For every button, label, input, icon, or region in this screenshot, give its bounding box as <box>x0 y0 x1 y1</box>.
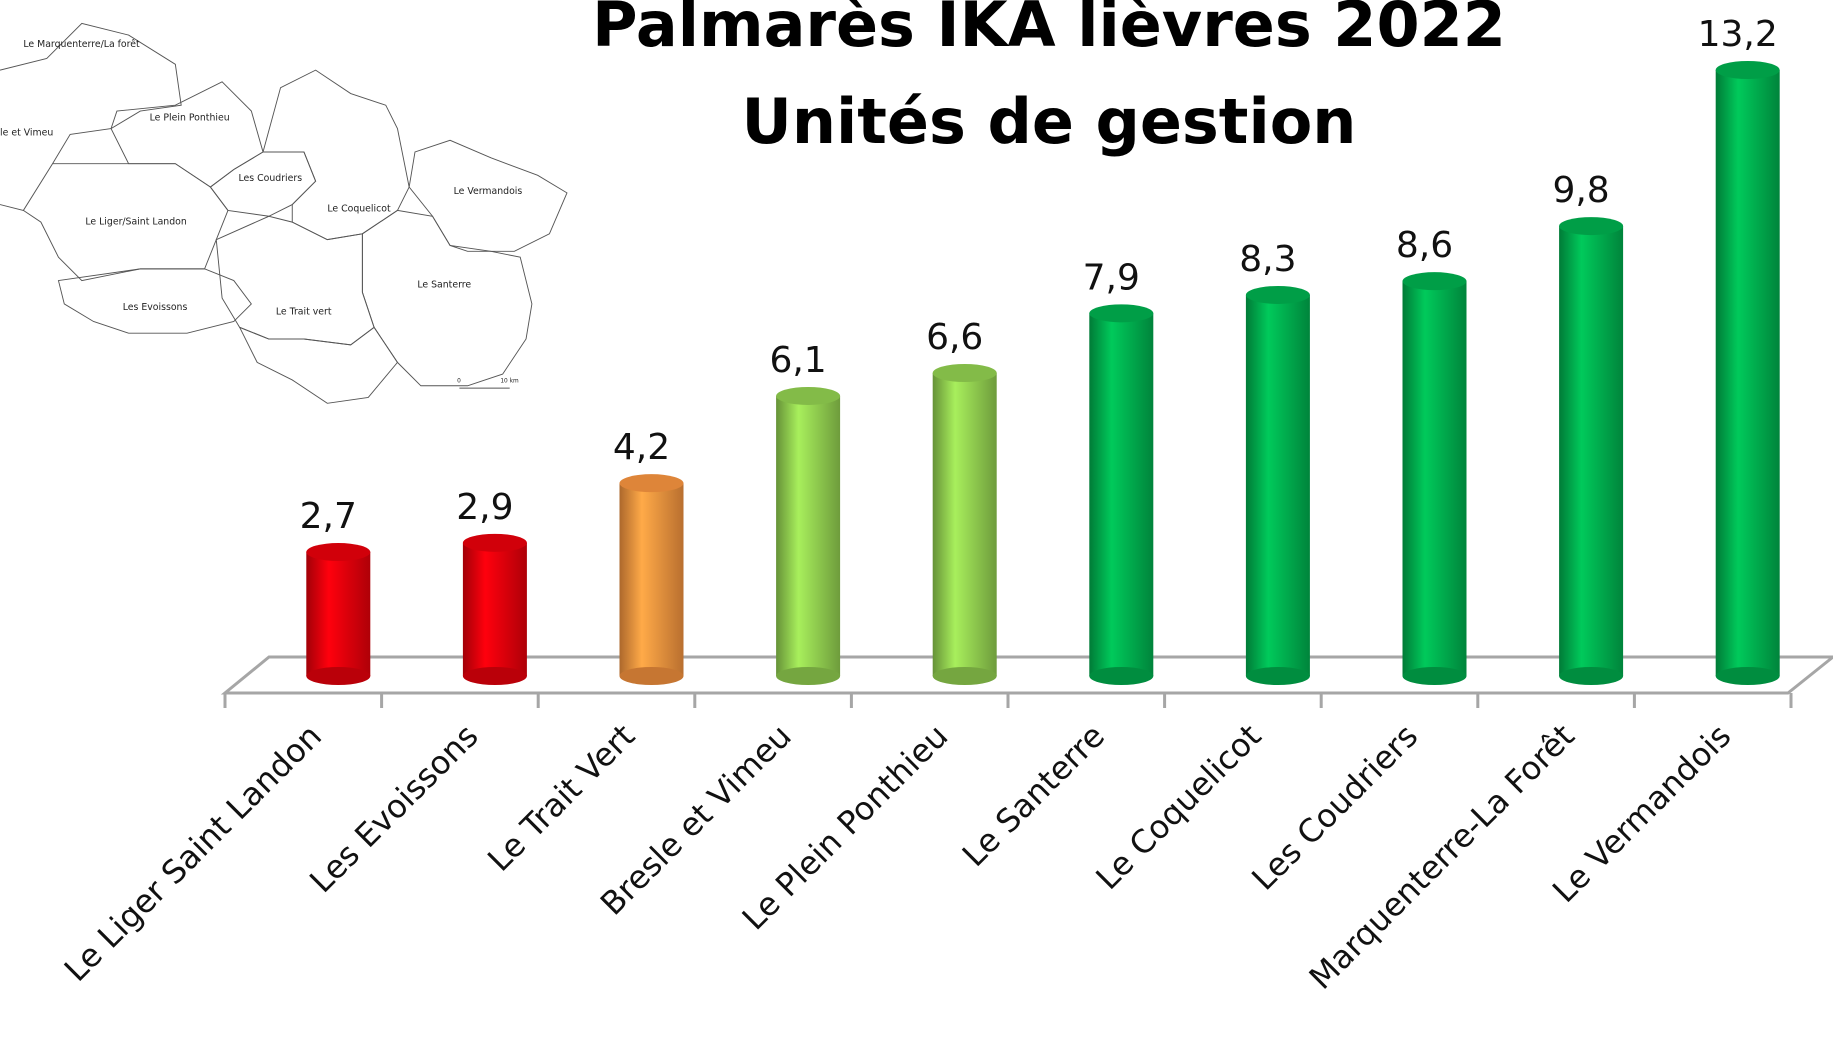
x-tick-label: Les Evoissons <box>302 717 485 900</box>
bar-cap <box>1559 217 1624 236</box>
x-tick-label: Le Liger Saint Landon <box>57 717 329 989</box>
bar-base <box>1715 667 1780 685</box>
bar <box>306 552 371 676</box>
bar <box>776 395 841 676</box>
bar-cap <box>1402 272 1467 291</box>
map-label: Le Plein Ponthieu <box>150 112 230 123</box>
bar-cap <box>1245 285 1310 304</box>
bar-base <box>462 667 527 685</box>
chart-title: Palmarès IKA lièvres 2022 <box>592 0 1506 61</box>
map-label: Le Marquenterre/La forêt <box>23 39 140 50</box>
value-label: 2,9 <box>456 487 513 528</box>
bar <box>1089 313 1154 676</box>
value-label: 8,6 <box>1396 225 1453 266</box>
value-label: 4,2 <box>613 427 670 468</box>
x-tick-label: Le Trait Vert <box>480 717 642 879</box>
bar <box>932 373 997 676</box>
x-tick-label: Le Santerre <box>955 717 1112 874</box>
bar-base <box>1559 667 1624 685</box>
bar-cap <box>1715 61 1780 79</box>
bar-cap <box>462 533 527 552</box>
value-label: 9,8 <box>1552 170 1609 211</box>
value-label: 6,1 <box>769 340 826 381</box>
bar-cap <box>306 543 371 562</box>
bar-base <box>1402 667 1467 685</box>
bar-cap <box>932 364 997 382</box>
x-tick-label: Marquenterre-La Forêt <box>1302 717 1582 997</box>
bar-base <box>619 667 684 685</box>
bar-base <box>1089 667 1154 685</box>
map-label: Le Coquelicot <box>327 204 391 215</box>
map-outline <box>0 22 568 404</box>
map-label: Le Santerre <box>417 280 471 291</box>
bar-base <box>776 667 841 685</box>
bar <box>1402 281 1467 676</box>
map-label: Le Vermandois <box>454 186 523 197</box>
value-label: 7,9 <box>1083 257 1140 298</box>
bar <box>619 483 684 676</box>
inset-map: Le Marquenterre/La forêt Le Plein Ponthi… <box>0 22 568 404</box>
chart-title: Unités de gestion <box>742 85 1357 158</box>
value-label: 8,3 <box>1239 239 1296 280</box>
map-label: Le Trait vert <box>276 306 332 317</box>
map-scale-label: 0 <box>457 378 461 384</box>
bar <box>462 542 527 676</box>
x-tick-label: Les Coudriers <box>1244 717 1425 898</box>
x-tick-label: Le Coquelicot <box>1088 717 1268 897</box>
bar <box>1559 226 1624 676</box>
map-scale-label: 10 km <box>500 378 519 384</box>
value-label: 13,2 <box>1698 14 1778 55</box>
map-label: Les Evoissons <box>123 302 188 313</box>
map-label: Le Liger/Saint Landon <box>85 216 187 227</box>
bar-cap <box>1089 304 1154 323</box>
bar-cap <box>619 474 684 493</box>
bar <box>1715 70 1780 676</box>
value-label: 6,6 <box>926 317 983 358</box>
bar-base <box>1245 667 1310 685</box>
map-label: Les Coudriers <box>238 173 302 184</box>
bar-base <box>932 667 997 685</box>
bar-base <box>306 667 371 685</box>
value-label: 2,7 <box>300 496 357 537</box>
bar <box>1245 294 1310 676</box>
map-label: le et Vimeu <box>0 128 53 139</box>
bar-cap <box>776 386 841 405</box>
